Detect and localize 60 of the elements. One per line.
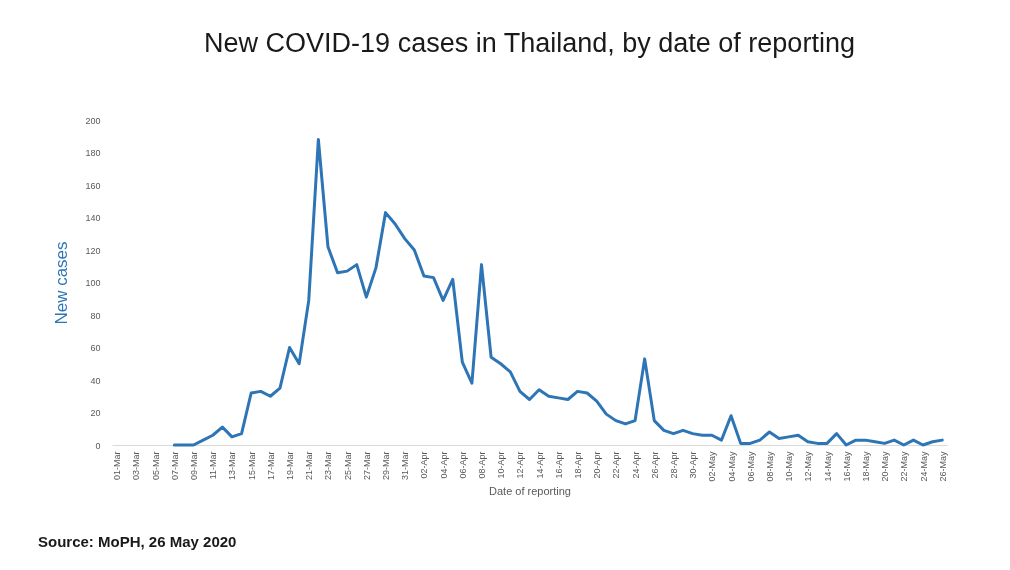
x-tick-label: 21-Mar	[304, 451, 315, 481]
y-tick-label: 80	[90, 310, 101, 321]
x-tick-label: 25-Mar	[342, 451, 353, 481]
x-tick-label: 07-Mar	[169, 451, 180, 481]
x-tick-label: 20-Apr	[592, 451, 603, 479]
y-tick-label: 200	[85, 115, 101, 126]
x-tick-label: 05-Mar	[150, 451, 161, 481]
x-tick-label: 31-Mar	[400, 451, 411, 481]
y-tick-label: 140	[85, 213, 101, 223]
x-tick-label: 18-Apr	[572, 451, 583, 479]
x-tick-label: 29-Mar	[381, 451, 392, 481]
x-tick-label: 01-Mar	[112, 451, 123, 481]
x-tick-label: 16-Apr	[553, 451, 564, 479]
x-tick-label: 26-Apr	[649, 451, 660, 479]
x-tick-label: 28-Apr	[668, 451, 679, 479]
x-tick-label: 12-Apr	[515, 451, 526, 479]
x-axis-title: Date of reporting	[489, 484, 571, 497]
y-tick-label: 160	[85, 180, 101, 191]
y-axis-title: New cases	[52, 241, 72, 325]
line-series	[172, 138, 944, 447]
x-tick-label: 17-Mar	[265, 451, 276, 481]
y-tick-label: 120	[85, 245, 101, 256]
x-tick-label: 04-May	[726, 451, 737, 482]
x-tick-label: 19-Mar	[285, 451, 296, 481]
x-tick-label: 18-May	[860, 451, 871, 482]
x-tick-label: 22-May	[899, 451, 910, 482]
y-tick-label: 180	[85, 148, 101, 158]
x-tick-label: 24-Apr	[630, 451, 641, 479]
x-tick-label: 02-May	[707, 451, 718, 482]
x-tick-label: 26-May	[937, 451, 948, 482]
y-tick-label: 20	[90, 408, 101, 418]
x-tick-label: 22-Apr	[611, 451, 622, 479]
chart-title: New COVID-19 cases in Thailand, by date of reporting	[204, 28, 855, 58]
x-tick-label: 06-May	[745, 451, 756, 482]
x-tick-label: 13-Mar	[227, 451, 238, 481]
x-tick-label: 30-Apr	[688, 451, 699, 479]
x-tick-label: 23-Mar	[323, 451, 334, 481]
x-tick-label: 14-May	[822, 451, 833, 482]
x-tick-label: 14-Apr	[534, 451, 545, 479]
y-tick-label: 40	[90, 375, 101, 386]
x-tick-label: 09-Mar	[189, 451, 200, 481]
x-tick-label: 06-Apr	[457, 451, 468, 479]
x-tick-label: 10-Apr	[496, 451, 507, 479]
x-tick-label: 10-May	[784, 451, 795, 482]
x-tick-label: 02-Apr	[419, 451, 430, 479]
x-tick-label: 08-Apr	[477, 451, 488, 479]
x-tick-label: 04-Apr	[438, 451, 449, 479]
y-tick-label: 0	[95, 440, 101, 451]
source-note: Source: MoPH, 26 May 2020	[38, 533, 237, 550]
y-tick-label: 100	[85, 278, 101, 288]
x-tick-label: 11-Mar	[208, 451, 219, 480]
x-tick-label: 12-May	[803, 451, 814, 482]
x-tick-label: 03-Mar	[131, 451, 142, 481]
x-tick-label: 16-May	[841, 451, 852, 482]
x-tick-label: 20-May	[880, 451, 891, 482]
x-tick-label: 15-Mar	[246, 451, 257, 481]
y-tick-label: 60	[90, 343, 101, 353]
x-tick-label: 24-May	[918, 451, 929, 482]
x-tick-label: 08-May	[764, 451, 775, 482]
x-tick-label: 27-Mar	[361, 451, 372, 481]
